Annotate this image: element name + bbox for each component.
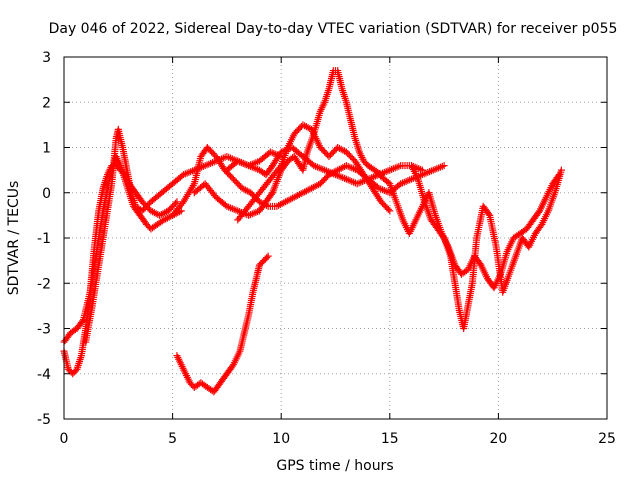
x-tick-label: 5 — [168, 431, 177, 447]
data-point — [178, 199, 186, 207]
y-tick-label: -2 — [37, 276, 51, 292]
series-track-2 — [60, 153, 185, 346]
axis-layer: 0 5 10 15 20 25 -5 -4 -3 -2 -1 0 1 2 3 — [37, 50, 616, 447]
series-track-9 — [375, 171, 563, 292]
data-point — [418, 166, 426, 174]
data-point — [386, 207, 394, 215]
y-tick-label: -1 — [37, 231, 51, 247]
data-layer — [60, 67, 565, 396]
y-tick-label: 0 — [42, 186, 51, 202]
data-point — [263, 254, 271, 262]
series-track-10 — [408, 162, 565, 332]
y-tick-label: -4 — [37, 367, 51, 383]
data-point — [557, 166, 565, 174]
data-point — [276, 163, 284, 171]
y-tick-label: 1 — [42, 141, 51, 157]
series-track-8 — [173, 252, 272, 396]
x-tick-label: 10 — [272, 431, 290, 447]
chart-title: Day 046 of 2022, Sidereal Day-to-day VTE… — [49, 21, 618, 37]
data-point — [440, 162, 448, 170]
x-tick-label: 15 — [381, 431, 399, 447]
data-point — [384, 205, 392, 213]
x-axis-title: GPS time / hours — [276, 458, 393, 474]
data-point — [264, 252, 272, 260]
data-point — [173, 198, 181, 206]
series-track-5 — [190, 67, 385, 219]
y-tick-label: -3 — [37, 322, 51, 338]
x-tick-label: 0 — [60, 431, 69, 447]
series-track-3 — [82, 125, 285, 346]
data-point — [485, 210, 493, 218]
data-point — [439, 232, 447, 240]
data-point — [171, 199, 179, 207]
x-tick-label: 20 — [489, 431, 507, 447]
y-tick-label: 2 — [42, 95, 51, 111]
y-tick-label: 3 — [42, 50, 51, 66]
x-tick-label: 25 — [598, 431, 616, 447]
y-tick-label: -5 — [37, 412, 51, 428]
data-point — [78, 317, 86, 325]
series-track-4 — [169, 144, 448, 219]
y-axis-title: SDTVAR / TECUs — [6, 181, 22, 296]
